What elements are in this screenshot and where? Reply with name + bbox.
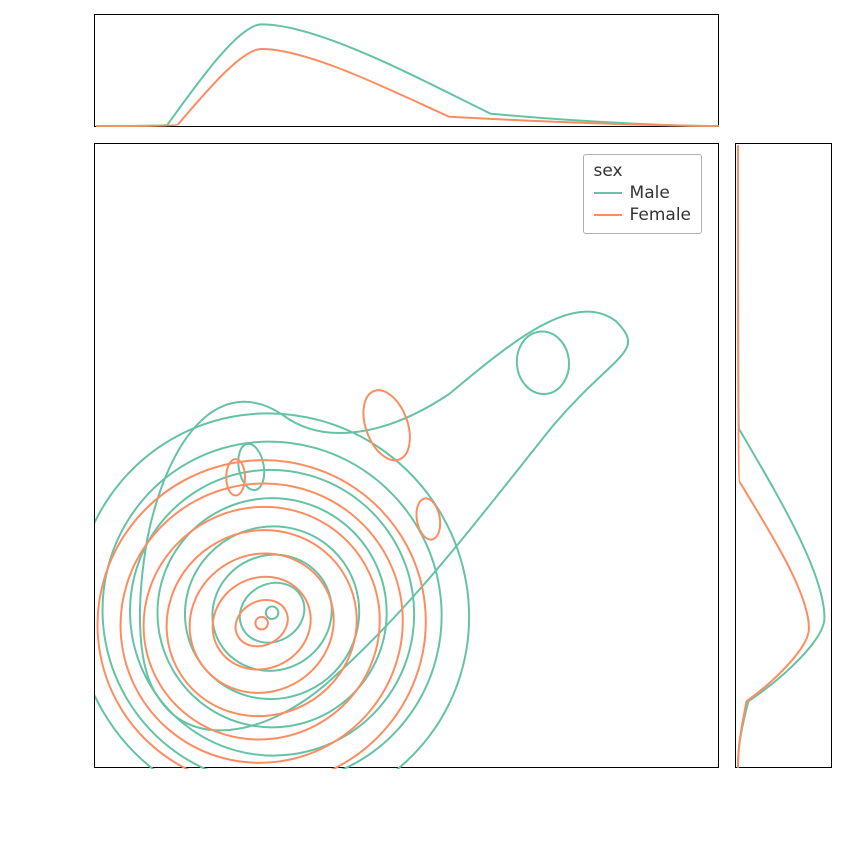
- legend-label-male: Male: [630, 183, 670, 203]
- marginal-x-panel: [94, 14, 719, 127]
- joint-contour-panel: sex Male Female: [94, 143, 719, 768]
- legend-title: sex: [594, 161, 691, 181]
- legend: sex Male Female: [583, 154, 702, 234]
- marginal-y-kde: [736, 144, 833, 769]
- legend-item-female: Female: [594, 205, 691, 225]
- marginal-x-kde: [95, 15, 720, 128]
- legend-swatch-male: [594, 192, 622, 194]
- legend-label-female: Female: [630, 205, 691, 225]
- jointplot-figure: sex Male Female: [0, 0, 841, 847]
- marginal-y-panel: [735, 143, 832, 768]
- legend-item-male: Male: [594, 183, 691, 203]
- joint-kde-contours: [95, 144, 720, 769]
- legend-swatch-female: [594, 214, 622, 216]
